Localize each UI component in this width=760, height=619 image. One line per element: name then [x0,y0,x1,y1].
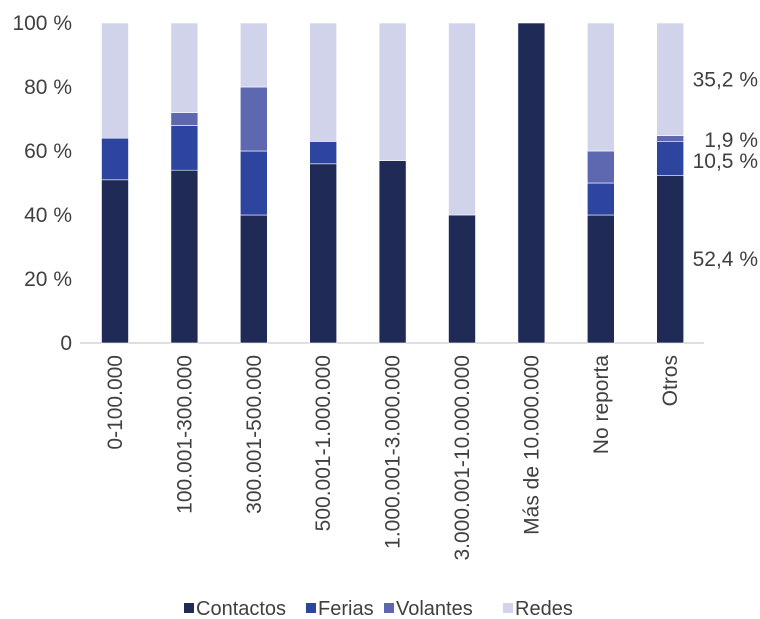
bar-segment-redes [656,22,685,136]
legend-label-redes: Redes [515,598,573,619]
y-tick-label: 100 % [12,12,72,35]
legend-label-contactos: Contactos [196,598,286,619]
bar-segment-volantes [656,135,685,143]
legend: Contactos Ferias Volantes Redes [184,598,573,619]
data-labels: 52,4 % 10,5 %1,9 % 35,2 % [693,68,758,271]
x-tick-label: 1.000.001-3.000.000 [382,355,405,549]
y-tick-label: 80 % [24,76,72,99]
data-label-ferias: 10,5 % [693,150,758,173]
x-tick-label: 3.000.001-10.000.000 [451,355,474,561]
bar-segment-contactos [170,169,199,344]
bar-segment-redes [240,22,268,88]
y-tick-label: 40 % [24,204,72,227]
bar-segment-volantes [586,150,615,184]
legend-swatch-volantes [384,603,394,613]
bar-segment-volantes [240,86,268,152]
y-tick-label: 60 % [24,140,72,163]
data-label-volantes: 1,9 % [704,129,758,152]
bar-segment-contactos [309,163,338,344]
bar-segment-ferias [170,125,199,171]
bar-segment-redes [378,22,407,161]
bar-segment-redes [101,22,129,139]
x-axis-ticks: 0-100.000 100.001-300.000 300.001-500.000 5… [104,355,682,561]
x-tick-label: 0-100.000 [104,355,127,450]
bar-segment-contactos [586,214,615,344]
legend-swatch-contactos [184,603,194,613]
bar-segment-contactos [517,22,546,344]
x-tick-label: Más de 10.000.000 [520,355,543,535]
y-tick-label: 0 [60,332,72,355]
legend-swatch-redes [503,603,513,613]
x-tick-label: 100.001-300.000 [173,355,196,514]
data-label-contactos: 52,4 % [693,248,758,271]
bar-segment-redes [448,22,476,216]
legend-label-volantes: Volantes [396,598,473,619]
bar-segment-contactos [101,179,129,344]
bar-segment-redes [586,22,615,152]
x-tick-label: No reporta [590,355,613,455]
y-axis-ticks: 0 20 % 40 % 60 % 80 % 100 % [12,12,72,355]
bar-segment-ferias [586,182,615,216]
bar-segment-contactos [378,160,407,344]
bar-segment-redes [309,22,338,142]
bar-segment-contactos [240,214,268,344]
legend-label-ferias: Ferias [318,598,374,619]
bar-segment-ferias [309,141,338,165]
bar-segment-redes [170,22,199,113]
bar-segment-volantes [170,112,199,126]
bar-segment-ferias [101,137,129,181]
bar-segment-contactos [656,175,685,344]
y-tick-label: 20 % [24,268,72,291]
data-label-redes: 35,2 % [693,68,758,91]
x-tick-label: 300.001-500.000 [243,355,266,514]
bar-segment-contactos [448,214,476,344]
bar-segment-ferias [240,150,268,216]
bar-segment-ferias [656,141,685,176]
x-tick-label: 500.001-1.000.000 [312,355,335,531]
x-tick-label: Otros [659,355,682,406]
legend-swatch-ferias [306,603,316,613]
bars [101,22,685,344]
